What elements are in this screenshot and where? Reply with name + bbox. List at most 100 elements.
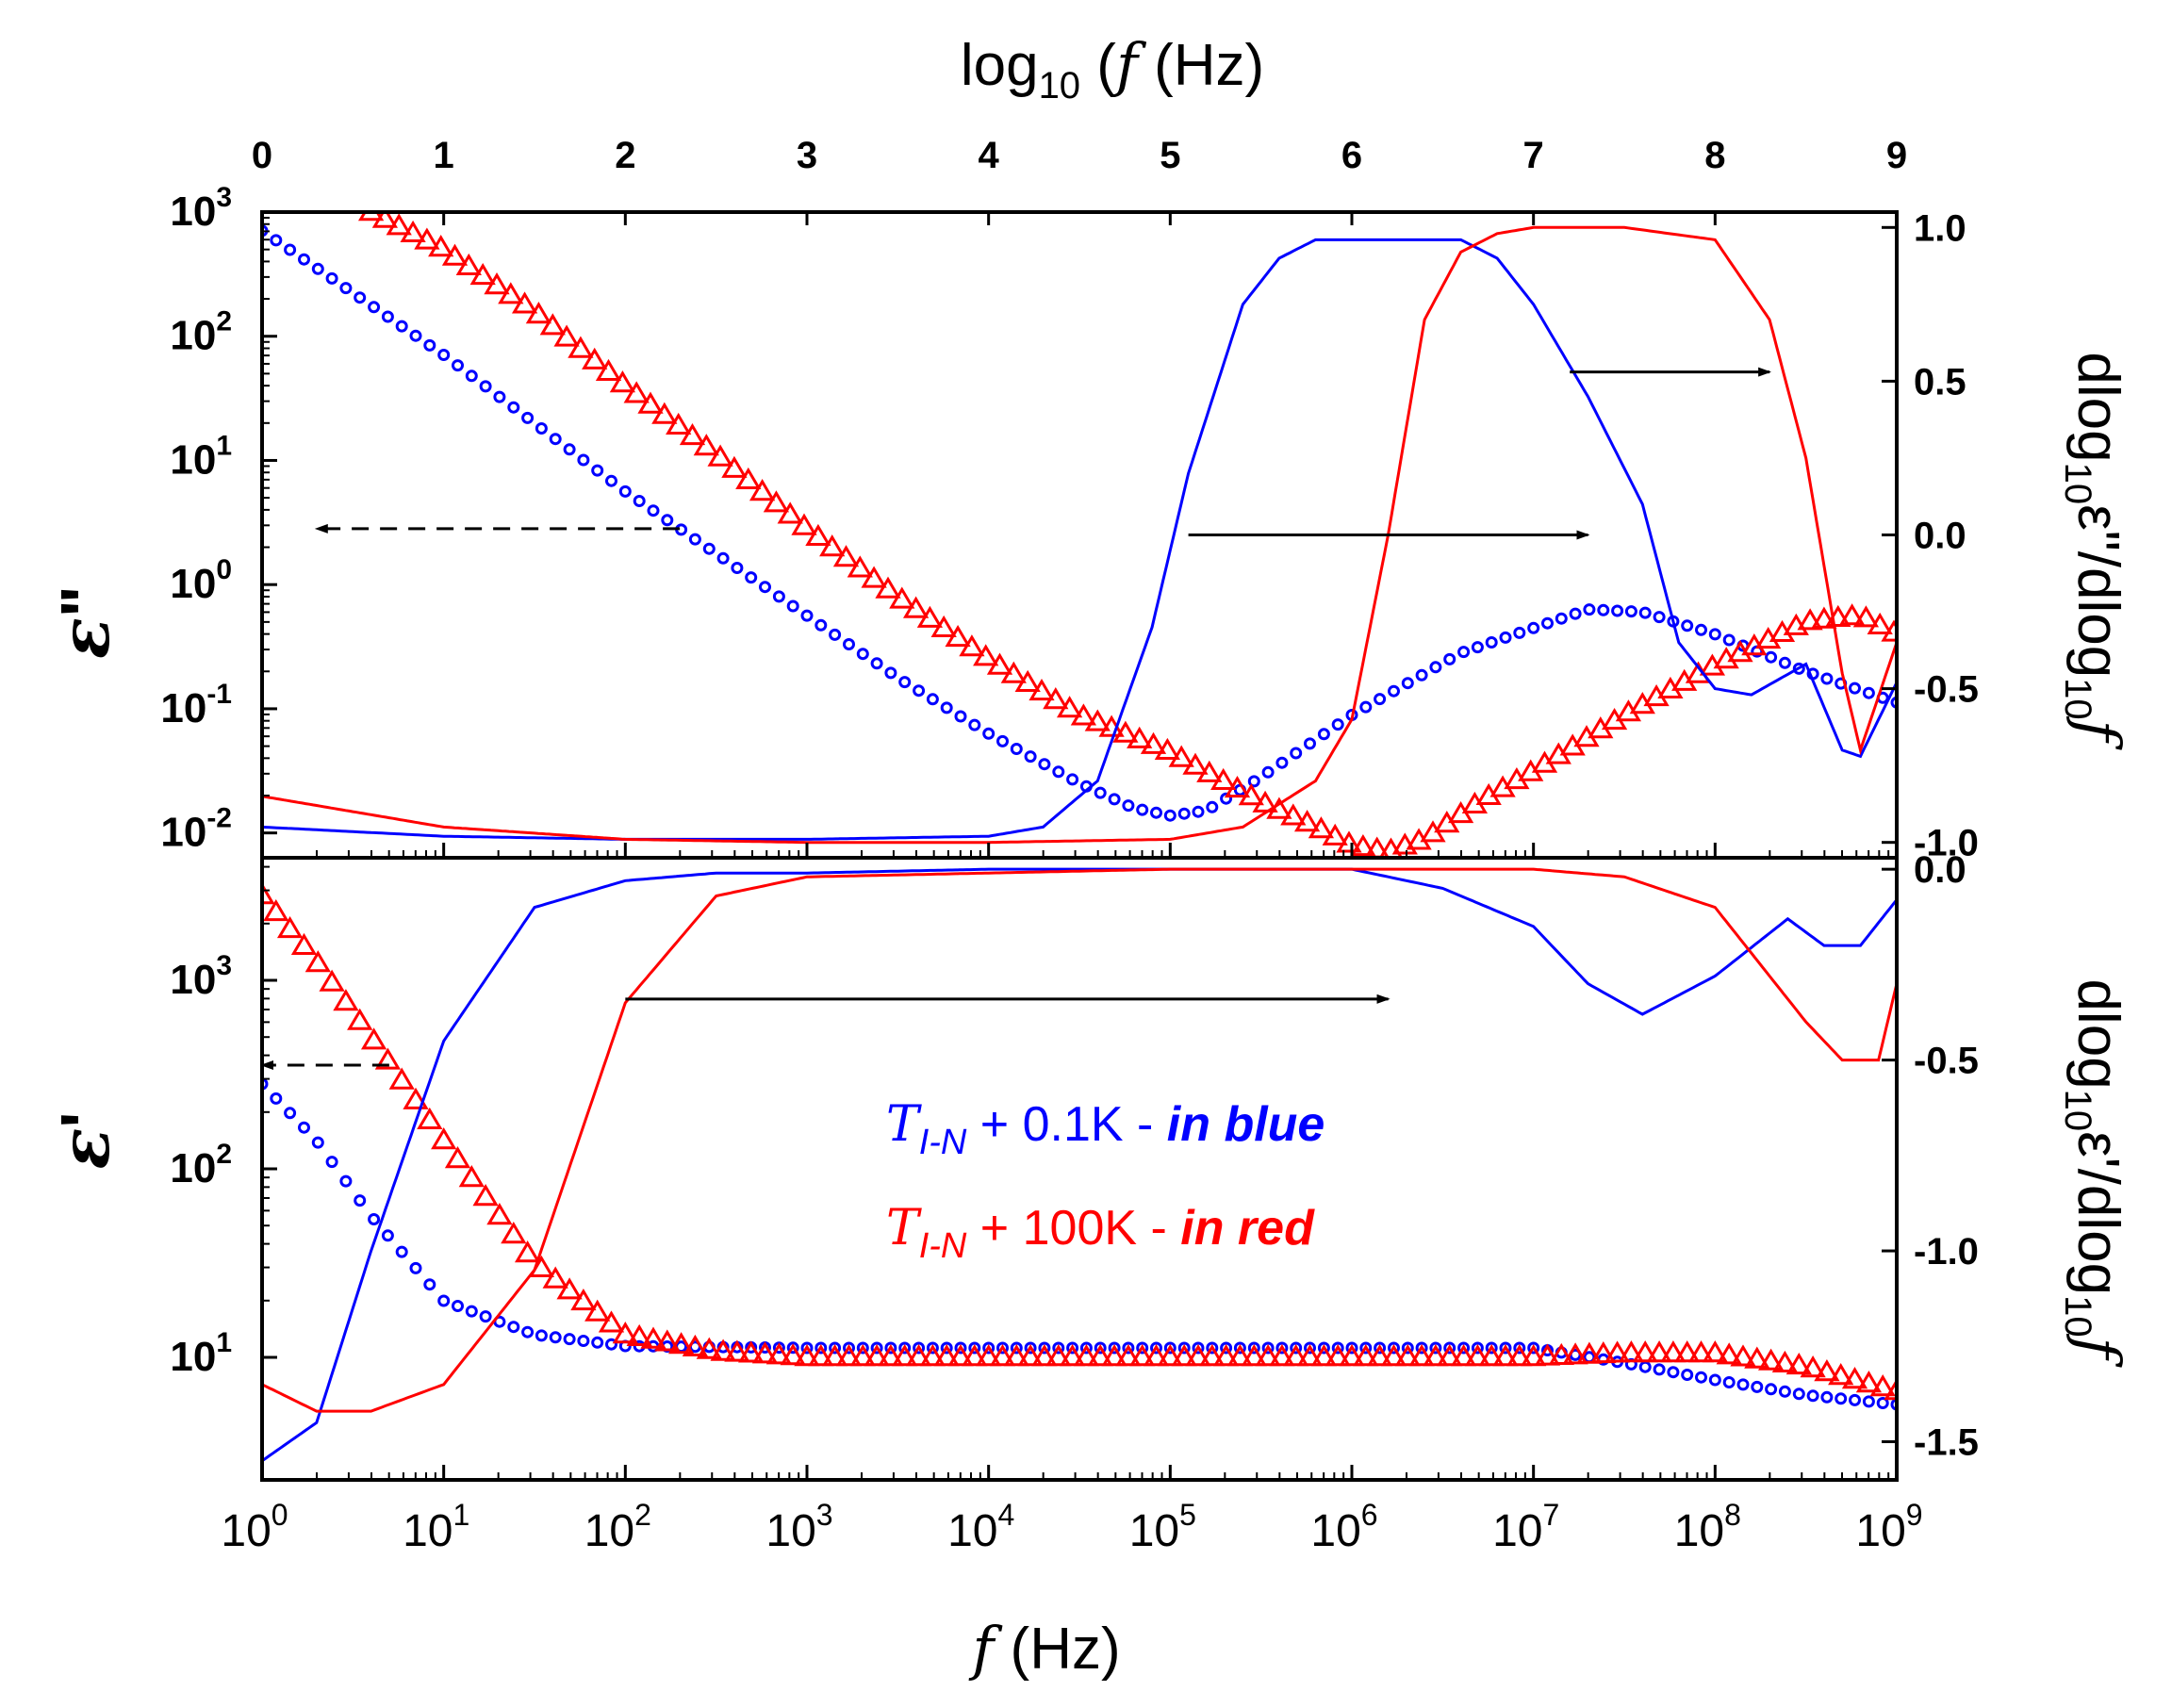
point-eps1_blue (1150, 1341, 1162, 1355)
point-eps2_blue (1569, 607, 1582, 620)
point-eps1_blue (1024, 1341, 1037, 1355)
point-eps1_red (290, 932, 318, 955)
series-eps1_red (262, 882, 1897, 1401)
point-eps2_red (1280, 803, 1307, 826)
point-eps1_blue (1136, 1341, 1149, 1355)
point-eps2_blue (1820, 672, 1834, 685)
point-eps1_red (821, 1344, 848, 1367)
point-eps2_blue (311, 262, 324, 275)
bottom-tick-label: 102 (584, 1498, 651, 1556)
bottom-tick-label: 108 (1674, 1498, 1741, 1556)
point-eps2_blue (1429, 661, 1442, 674)
point-eps2_blue (1415, 668, 1428, 682)
point-eps2_red (861, 566, 887, 588)
point-eps1_red (1687, 1340, 1715, 1363)
point-eps1_blue (1220, 1341, 1233, 1355)
point-eps2_blue (1499, 631, 1512, 644)
point-eps1_blue (521, 1325, 535, 1338)
point-eps1_blue (465, 1305, 478, 1318)
plot-data (262, 212, 1897, 1463)
top-tick-label: 9 (1886, 135, 1907, 176)
top-tick-label: 2 (615, 135, 635, 176)
top-tick-label: 5 (1160, 135, 1180, 176)
point-eps2_blue (786, 599, 799, 613)
point-eps2_blue (1611, 604, 1624, 617)
point-eps2_blue (954, 710, 967, 723)
point-eps1_blue (926, 1341, 939, 1355)
point-eps2_blue (856, 648, 869, 661)
y-right-tick-label: 1.0 (1914, 207, 1966, 249)
point-eps2_blue (1122, 799, 1135, 813)
point-eps2_red (414, 227, 440, 250)
point-eps2_red (986, 652, 1013, 675)
point-eps2_blue (409, 329, 422, 342)
point-eps1_red (976, 1344, 1002, 1367)
point-eps1_blue (1275, 1341, 1289, 1355)
point-eps2_blue (1331, 718, 1344, 731)
point-eps2_blue (1177, 807, 1191, 820)
point-eps2_red (539, 313, 566, 336)
point-eps1_blue (856, 1341, 869, 1355)
point-eps2_blue (354, 291, 367, 304)
point-eps2_red (1336, 830, 1362, 853)
point-eps1_red (598, 1310, 625, 1333)
top-tick-label: 4 (979, 135, 1000, 176)
point-eps1_blue (1247, 1341, 1260, 1355)
point-eps2_blue (1192, 805, 1205, 818)
point-eps2_blue (535, 422, 548, 435)
point-eps1_red (1828, 1363, 1854, 1386)
point-eps2_red (735, 467, 762, 489)
point-eps2_red (595, 358, 622, 381)
point-eps1_red (486, 1203, 513, 1225)
point-eps1_blue (381, 1229, 394, 1242)
line-deriv_eps1_blue (262, 867, 1897, 1463)
point-eps2_red (623, 381, 650, 403)
point-eps1_blue (1513, 1341, 1526, 1355)
point-eps1_blue (1261, 1341, 1275, 1355)
top-tick-label: 6 (1341, 135, 1362, 176)
point-eps1_blue (1374, 1341, 1387, 1355)
point-eps1_red (1241, 1344, 1267, 1367)
point-eps2_red (1000, 661, 1027, 683)
point-eps2_blue (800, 609, 814, 622)
point-eps1_red (1450, 1344, 1477, 1367)
point-eps2_red (763, 490, 790, 513)
point-eps2_red (582, 347, 608, 370)
point-eps1_red (1394, 1344, 1421, 1367)
point-eps1_red (1366, 1344, 1393, 1367)
point-eps2_red (1127, 726, 1153, 748)
point-eps1_red (1157, 1344, 1183, 1367)
point-eps1_red (1716, 1342, 1742, 1365)
y-right-tick-label: 0.5 (1914, 361, 1966, 402)
point-eps2_blue (605, 474, 617, 487)
point-eps2_blue (1708, 628, 1721, 641)
point-eps2_red (902, 596, 930, 618)
plot-frame (260, 210, 1899, 1482)
point-eps1_red (1087, 1344, 1113, 1367)
point-eps1_blue (1806, 1389, 1819, 1403)
point-eps2_blue (1541, 616, 1554, 630)
point-eps2_blue (926, 693, 939, 706)
point-eps2_blue (884, 666, 897, 680)
point-eps1_blue (1778, 1385, 1791, 1398)
point-eps1_red (1408, 1344, 1435, 1367)
point-eps2_blue (465, 370, 478, 383)
point-eps1_blue (800, 1341, 814, 1355)
point-eps2_red (1308, 816, 1335, 839)
point-eps1_blue (605, 1338, 617, 1351)
point-eps1_red (667, 1332, 695, 1355)
point-eps1_red (374, 1047, 402, 1070)
point-eps2_blue (1290, 747, 1303, 760)
point-eps1_red (388, 1067, 415, 1090)
point-eps2_blue (1388, 684, 1400, 698)
point-eps1_red (1115, 1344, 1142, 1367)
point-eps1_blue (1527, 1341, 1540, 1355)
point-eps2_blue (1247, 775, 1260, 788)
point-eps1_red (1226, 1344, 1254, 1367)
point-eps1_red (626, 1323, 652, 1346)
point-eps2_red (777, 501, 803, 524)
point-eps2_blue (423, 338, 436, 352)
point-eps2_red (428, 235, 454, 257)
upper-right-ylabel: dlog10ε"/dlog10f (2057, 352, 2133, 750)
point-eps1_red (1423, 1344, 1449, 1367)
